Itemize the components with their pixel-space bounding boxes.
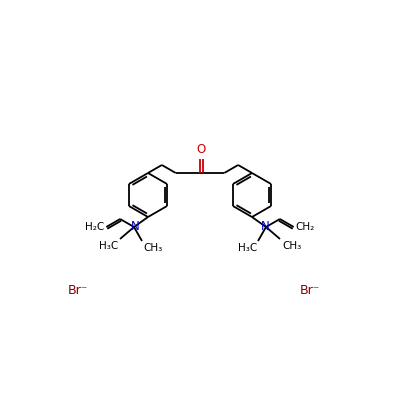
Text: N: N [131,220,139,234]
Text: CH₃: CH₃ [143,243,162,253]
Text: H₃C: H₃C [238,243,257,253]
Text: CH₂: CH₂ [296,222,315,232]
Text: O: O [196,143,206,156]
Text: N: N [261,220,269,234]
Text: H₂C: H₂C [85,222,104,232]
Text: Br⁻: Br⁻ [68,284,88,296]
Text: CH₃: CH₃ [282,241,301,251]
Text: H₃C: H₃C [99,241,118,251]
Text: Br⁻: Br⁻ [300,284,320,296]
